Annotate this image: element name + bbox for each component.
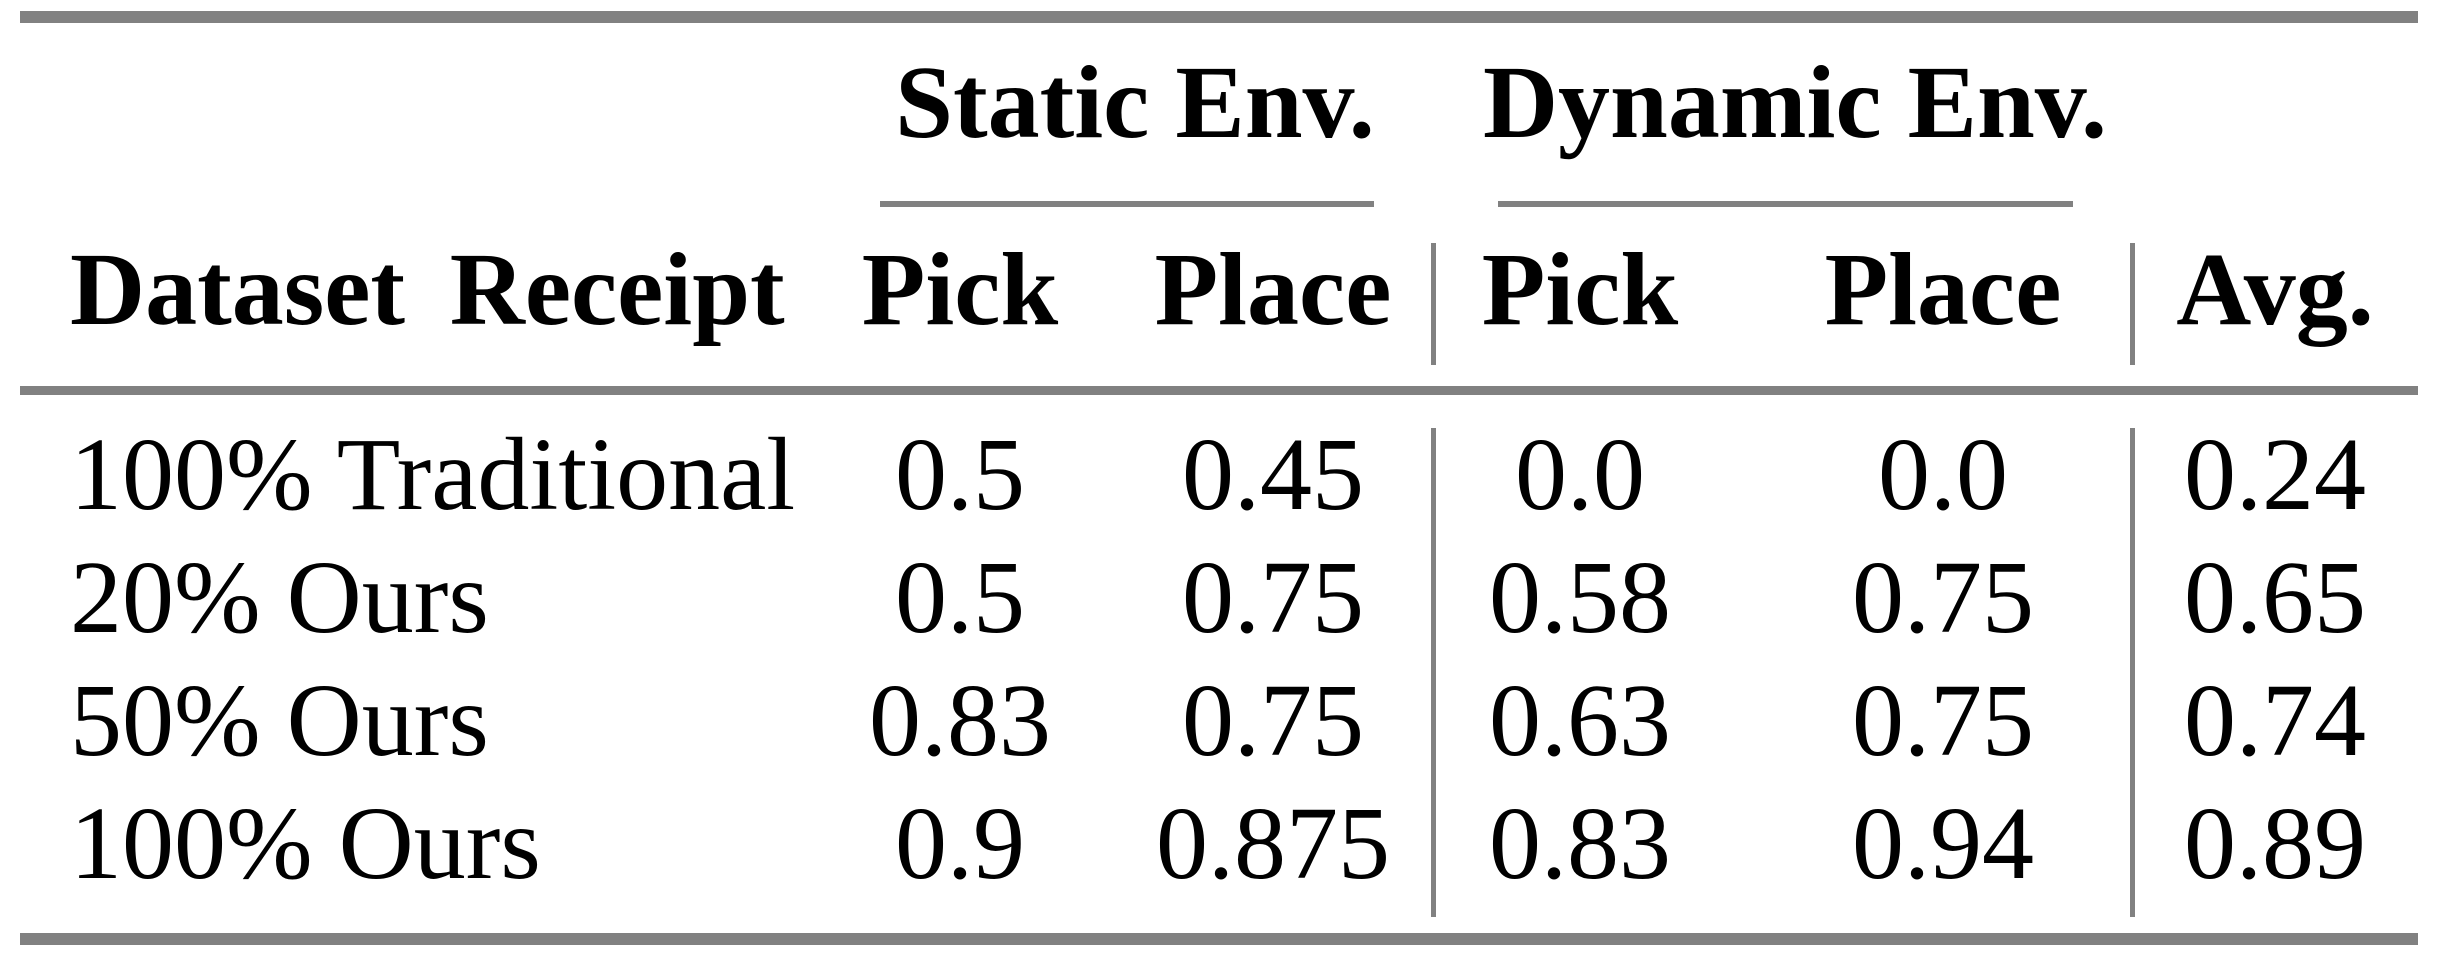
cell-static-pick: 0.5 [895,417,1025,532]
column-group-dynamic-env: Dynamic Env. [1482,45,2108,160]
cell-dynamic-pick: 0.0 [1515,417,1645,532]
cell-static-pick: 0.83 [869,663,1051,778]
header-dynamic-place: Place [1824,232,2062,347]
cell-dynamic-pick: 0.63 [1489,663,1671,778]
bottom-rule [20,933,2418,945]
cell-dynamic-place: 0.0 [1878,417,2008,532]
header-static-pick: Pick [861,232,1059,347]
static-group-underline [880,201,1374,207]
cell-static-pick: 0.9 [895,786,1025,901]
stub-header-dataset-receipt: Dataset Receipt [70,232,785,347]
cell-avg: 0.65 [2184,540,2366,655]
row-label: 100% Traditional [70,417,796,532]
header-divider-rule [20,386,2418,395]
cell-static-place: 0.75 [1182,540,1364,655]
row-label: 100% Ours [70,786,541,901]
cell-static-place: 0.75 [1182,663,1364,778]
cell-static-place: 0.45 [1182,417,1364,532]
column-separator-dynamic-avg-body [2130,428,2135,917]
top-rule [20,11,2418,23]
row-label: 20% Ours [70,540,489,655]
column-separator-static-dynamic-body [1431,428,1436,917]
header-static-place: Place [1154,232,1392,347]
header-dynamic-pick: Pick [1481,232,1679,347]
cell-avg: 0.74 [2184,663,2366,778]
cell-dynamic-place: 0.75 [1852,540,2034,655]
dynamic-group-underline [1498,201,2073,207]
cell-dynamic-place: 0.75 [1852,663,2034,778]
cell-dynamic-pick: 0.58 [1489,540,1671,655]
column-separator-static-dynamic-header [1431,243,1436,365]
cell-static-pick: 0.5 [895,540,1025,655]
column-separator-dynamic-avg-header [2130,243,2135,365]
header-avg: Avg. [2176,232,2374,347]
cell-dynamic-place: 0.94 [1852,786,2034,901]
cell-avg: 0.24 [2184,417,2366,532]
cell-avg: 0.89 [2184,786,2366,901]
column-group-static-env: Static Env. [895,45,1375,160]
cell-dynamic-pick: 0.83 [1489,786,1671,901]
row-label: 50% Ours [70,663,489,778]
cell-static-place: 0.875 [1156,786,1390,901]
